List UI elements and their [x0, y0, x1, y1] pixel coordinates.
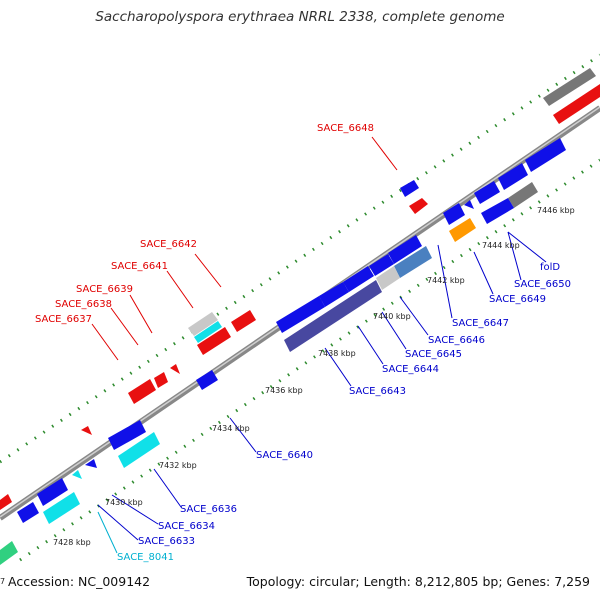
gene-label[interactable]: SACE_6633	[138, 536, 195, 547]
gene-rect[interactable]	[343, 266, 374, 292]
tick-label: 7446 kbp	[537, 206, 575, 215]
gene-label[interactable]: SACE_6640	[256, 450, 313, 461]
gene-rect[interactable]	[194, 321, 222, 343]
gene-rect[interactable]	[72, 470, 82, 479]
gene-rect[interactable]	[369, 254, 394, 276]
gene-label[interactable]: SACE_6649	[489, 294, 546, 305]
gene-rect[interactable]	[525, 138, 566, 172]
gene-rect[interactable]	[376, 266, 400, 290]
gene-rect[interactable]	[37, 478, 68, 506]
gene-label[interactable]: SACE_6634	[158, 521, 215, 532]
gene-rect[interactable]	[409, 198, 428, 214]
tick-label: 7428 kbp	[53, 538, 91, 547]
topology-text: Topology: circular; Length: 8,212,805 bp…	[246, 574, 590, 589]
gene-rect[interactable]	[508, 182, 538, 208]
tick-label: 7438 kbp	[318, 349, 356, 358]
gene-label[interactable]: SACE_6642	[140, 239, 197, 250]
gene-rect[interactable]	[128, 379, 156, 404]
gene-rect[interactable]	[85, 459, 97, 468]
edge-fragment: 7	[0, 577, 5, 586]
gene-label[interactable]: folD	[540, 262, 560, 273]
cyan-leader	[97, 511, 118, 554]
forward-genes	[0, 68, 600, 510]
gene-rect[interactable]	[464, 200, 474, 209]
gene-label[interactable]: SACE_6637	[35, 314, 92, 325]
tick-label: 7434 kbp	[212, 424, 250, 433]
gene-label[interactable]: SACE_6648	[317, 123, 374, 134]
tick-label: 7436 kbp	[265, 386, 303, 395]
gene-rect[interactable]	[118, 432, 160, 468]
tick-label: 7444 kbp	[482, 241, 520, 250]
gene-label[interactable]: SACE_8041	[117, 552, 174, 563]
gene-label[interactable]: SACE_6636	[180, 504, 237, 515]
forward-labels: SACE_6648 SACE_6642 SACE_6641 SACE_6639 …	[35, 123, 374, 325]
reverse-genes	[0, 138, 566, 565]
gene-rect[interactable]	[400, 180, 419, 197]
tick-label: 7432 kbp	[159, 461, 197, 470]
gene-rect[interactable]	[543, 68, 596, 106]
gene-label[interactable]: SACE_6639	[76, 284, 133, 295]
gene-rect[interactable]	[43, 492, 80, 524]
forward-leaders	[91, 136, 398, 361]
gene-rect[interactable]	[498, 163, 528, 190]
gene-label[interactable]: SACE_6645	[405, 349, 462, 360]
gene-rect[interactable]	[394, 246, 432, 278]
gene-label[interactable]: SACE_6638	[55, 299, 112, 310]
gene-rect[interactable]	[319, 282, 349, 307]
cyan-labels: SACE_8041	[117, 552, 174, 563]
gene-rect[interactable]	[553, 84, 600, 124]
gene-rect[interactable]	[188, 312, 218, 336]
gene-rect[interactable]	[17, 502, 39, 523]
tick-label: 7430 kbp	[105, 498, 143, 507]
outer-tick-track	[0, 53, 600, 464]
gene-rect[interactable]	[474, 181, 500, 204]
gene-rect[interactable]	[276, 296, 325, 333]
gene-rect[interactable]	[170, 364, 180, 374]
gene-label[interactable]: SACE_6644	[382, 364, 439, 375]
gene-rect[interactable]	[284, 280, 382, 352]
gene-rect[interactable]	[481, 198, 514, 224]
gene-label[interactable]: SACE_6643	[349, 386, 406, 397]
gene-rect[interactable]	[196, 370, 218, 390]
gene-label[interactable]: SACE_6641	[111, 261, 168, 272]
gene-rect[interactable]	[108, 420, 146, 450]
tick-labels: 7428 kbp 7430 kbp 7432 kbp 7434 kbp 7436…	[53, 206, 575, 547]
gene-label[interactable]: SACE_6646	[428, 335, 485, 346]
gene-rect[interactable]	[449, 218, 476, 242]
gene-label[interactable]: SACE_6647	[452, 318, 509, 329]
reverse-labels: SACE_6647 SACE_6650 folD SACE_6649 SACE_…	[138, 262, 571, 547]
gene-rect[interactable]	[388, 235, 422, 264]
gene-rect[interactable]	[154, 372, 168, 388]
tick-label: 7442 kbp	[427, 276, 465, 285]
gene-rect[interactable]	[0, 541, 18, 565]
accession-text: Accession: NC_009142	[8, 574, 151, 589]
gene-rect[interactable]	[231, 310, 256, 332]
gene-rect[interactable]	[443, 203, 465, 225]
reverse-leaders	[97, 231, 547, 541]
gene-rect[interactable]	[81, 426, 92, 435]
gene-rect[interactable]	[197, 327, 231, 355]
tick-label: 7440 kbp	[373, 312, 411, 321]
map-title: Saccharopolyspora erythraea NRRL 2338, c…	[95, 9, 505, 25]
gene-rect[interactable]	[0, 494, 12, 510]
gene-label[interactable]: SACE_6650	[514, 279, 571, 290]
